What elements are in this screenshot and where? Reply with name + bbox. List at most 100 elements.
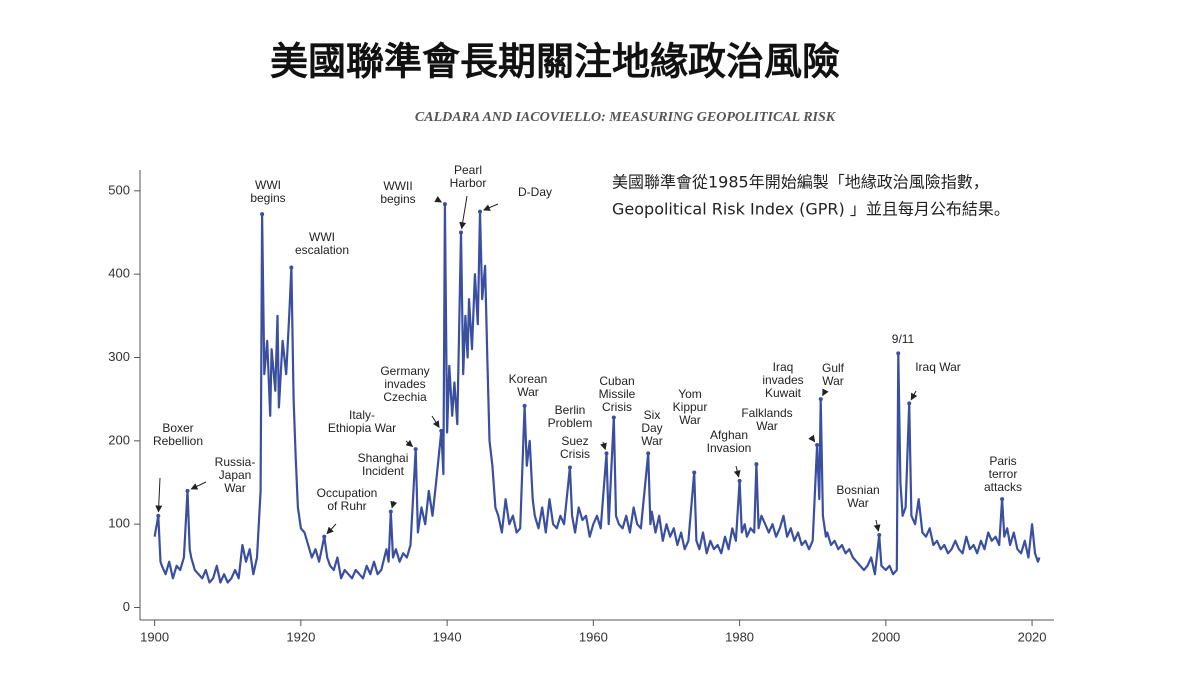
annotation-label: War	[517, 385, 539, 399]
annotation-label: Kuwait	[765, 386, 802, 400]
annotation-label: Berlin	[555, 403, 586, 417]
annotation-point	[692, 470, 697, 475]
annotation-point	[458, 230, 463, 235]
annotation-label: escalation	[295, 243, 349, 257]
annotation-label: Day	[641, 421, 662, 435]
x-tick-label: 1920	[286, 629, 315, 644]
annotation-label: Iraq War	[915, 360, 961, 374]
annotation-arrow	[873, 519, 881, 532]
annotation-point	[754, 462, 759, 467]
annotation-arrow	[326, 523, 337, 535]
annotation-label: Suez	[561, 434, 588, 448]
annotation-label: Six	[644, 408, 661, 422]
annotation-point	[567, 465, 572, 470]
annotation-point	[322, 534, 327, 539]
annotation-point	[604, 451, 609, 456]
annotation-label: Iraq	[773, 360, 794, 374]
annotation-label: Czechia	[383, 390, 427, 404]
annotation-arrow	[600, 441, 607, 451]
annotation-label: Korean	[509, 372, 548, 386]
series-line	[153, 203, 1041, 584]
y-tick-label: 300	[108, 349, 130, 364]
annotation-point	[907, 401, 912, 406]
annotation-label: Boxer	[162, 421, 193, 435]
annotation-label: WWI	[255, 178, 281, 192]
annotation-label: War	[224, 481, 246, 495]
annotation-arrow	[405, 439, 414, 448]
annotation-label: begins	[380, 192, 415, 206]
annotation-point	[611, 415, 616, 420]
annotation-label: Germany	[380, 364, 429, 378]
annotation-point	[442, 202, 447, 207]
annotation-label: Russia-	[215, 455, 256, 469]
annotation-label: Cuban	[599, 374, 634, 388]
annotation-label: War	[641, 434, 663, 448]
annotation-label: Afghan	[710, 428, 748, 442]
x-tick-label: 2020	[1018, 629, 1047, 644]
annotation-label: attacks	[984, 480, 1022, 494]
annotation-label: War	[822, 374, 844, 388]
x-tick-label: 1960	[579, 629, 608, 644]
annotation-point	[815, 443, 820, 447]
annotation-label: terror	[989, 467, 1018, 481]
annotation-label: invades	[762, 373, 803, 387]
annotation-label: War	[756, 419, 778, 433]
annotation-point	[1000, 497, 1005, 502]
annotation-label: Crisis	[560, 447, 590, 461]
annotation-arrow	[431, 415, 440, 429]
annotation-arrow	[459, 195, 468, 230]
annotation-arrow	[808, 434, 816, 443]
annotation-point	[289, 265, 294, 270]
annotation-label: Ethiopia War	[328, 421, 396, 435]
annotation-label: begins	[250, 191, 285, 205]
annotation-arrow	[910, 390, 918, 401]
annotation-arrow	[155, 477, 163, 513]
annotation-label: War	[847, 496, 869, 510]
annotation-point	[439, 428, 444, 433]
annotation-arrow	[733, 465, 741, 478]
annotation-label: Japan	[219, 468, 252, 482]
annotation-label: 9/11	[892, 332, 915, 346]
annotation-label: WWII	[383, 179, 412, 193]
annotation-arrow	[822, 388, 829, 397]
annotation-arrow	[390, 500, 398, 509]
annotation-point	[260, 212, 265, 217]
annotation-label: Gulf	[822, 361, 845, 375]
annotation-label: WWI	[309, 230, 335, 244]
x-tick-label: 1980	[725, 629, 754, 644]
y-tick-label: 200	[108, 432, 130, 447]
annotation-label: Missile	[599, 387, 636, 401]
slide-title: 美國聯準會長期關注地緣政治風險	[270, 40, 840, 84]
annotation-point	[388, 509, 393, 514]
y-tick-label: 400	[108, 266, 130, 281]
annotation-label: invades	[384, 377, 425, 391]
x-tick-label: 1940	[433, 629, 462, 644]
annotation-label: Shanghai	[358, 451, 409, 465]
annotation-label: Problem	[548, 416, 593, 430]
annotation-label: D-Day	[518, 185, 552, 199]
annotation-point	[877, 533, 882, 537]
annotation-label: Bosnian	[836, 483, 879, 497]
annotation-arrow	[434, 195, 443, 203]
annotation-point	[896, 351, 901, 356]
annotation-arrow	[483, 203, 499, 211]
annotation-point	[185, 488, 190, 493]
chart-subtitle: CALDARA AND IACOVIELLO: MEASURING GEOPOL…	[415, 110, 837, 125]
x-tick-label: 2000	[871, 629, 900, 644]
annotation-point	[737, 478, 742, 483]
annotation-label: Harbor	[450, 176, 487, 190]
annotation-label: Paris	[989, 454, 1016, 468]
annotation-point	[522, 403, 527, 408]
x-tick-label: 1900	[140, 629, 169, 644]
annotation-label: War	[679, 413, 701, 427]
annotation-point	[413, 447, 418, 452]
annotation-point	[156, 513, 161, 518]
y-tick-label: 100	[108, 516, 130, 531]
annotation-point	[478, 209, 483, 214]
annotation-arrow	[190, 481, 207, 490]
annotation-label: Incident	[362, 464, 405, 478]
note-line: Geopolitical Risk Index (GPR) 」並且每月公布結果。	[612, 200, 1010, 219]
annotation-label: Falklands	[741, 406, 792, 420]
annotation-label: Crisis	[602, 400, 632, 414]
